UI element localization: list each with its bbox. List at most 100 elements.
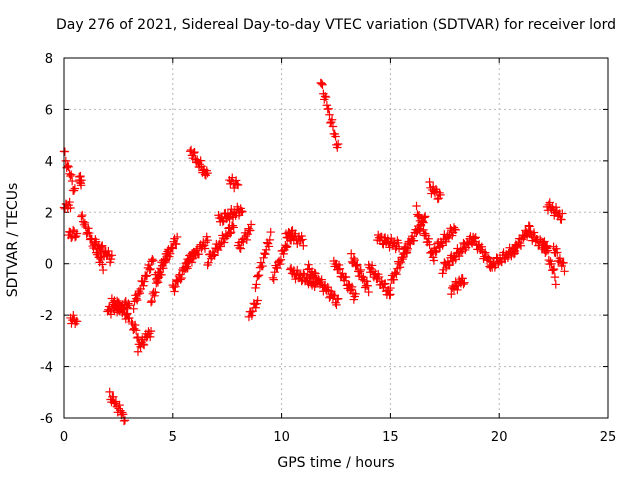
data-point-marker (297, 231, 306, 241)
data-point-marker (540, 237, 549, 246)
data-point-marker (364, 287, 373, 297)
data-point-marker (560, 267, 569, 276)
data-point-marker (118, 305, 128, 314)
data-point-marker (246, 220, 256, 229)
data-point-marker (434, 194, 443, 203)
data-point-marker (106, 254, 116, 264)
data-point-marker (347, 282, 357, 292)
data-point-marker (328, 122, 338, 131)
data-point-marker (412, 201, 421, 211)
data-point-marker (341, 272, 351, 282)
data-point-marker (233, 180, 243, 190)
data-point-marker (425, 240, 434, 249)
data-point-marker (558, 209, 567, 218)
data-point-marker (98, 265, 108, 275)
data-point-marker (85, 228, 94, 238)
data-point-marker (268, 273, 278, 282)
data-point-marker (131, 326, 141, 335)
data-point-marker (254, 270, 264, 280)
data-point-marker (253, 296, 262, 305)
data-point-marker (133, 347, 143, 356)
data-point-marker (296, 236, 305, 245)
data-point-marker (161, 257, 171, 267)
data-point-marker (509, 249, 519, 259)
data-point-marker (97, 242, 106, 251)
data-point-marker (146, 326, 156, 336)
data-point-marker (141, 272, 151, 281)
data-point-marker (135, 288, 145, 298)
data-point-marker (409, 236, 419, 245)
data-point-marker (510, 249, 520, 258)
data-point-marker (451, 255, 460, 264)
data-point-marker (525, 222, 534, 231)
data-point-marker (238, 207, 247, 216)
data-point-marker (105, 258, 115, 267)
data-point-marker (502, 250, 512, 259)
data-point-marker (279, 249, 288, 259)
data-point-marker (557, 215, 566, 224)
data-point-marker (316, 78, 325, 88)
data-point-marker (459, 279, 468, 289)
data-point-marker (72, 317, 82, 326)
data-point-marker (389, 275, 399, 284)
data-point-marker (186, 147, 195, 156)
data-point-marker (78, 217, 88, 226)
data-point-marker (298, 235, 307, 244)
data-point-marker (549, 264, 559, 274)
data-point-marker (548, 265, 558, 275)
data-point-marker (481, 248, 490, 257)
data-point-marker (352, 261, 361, 270)
data-point-marker (132, 295, 142, 305)
data-point-marker (347, 249, 356, 258)
data-point-marker (353, 260, 362, 269)
data-point-marker (349, 295, 359, 304)
x-tick-label: 25 (600, 430, 617, 445)
x-tick-label: 20 (491, 430, 508, 445)
data-point-marker (318, 80, 327, 89)
data-point-marker (152, 274, 161, 284)
data-point-marker (470, 234, 480, 243)
data-point-marker (276, 255, 286, 264)
y-tick-label: 4 (45, 155, 53, 170)
data-point-marker (335, 264, 345, 273)
data-point-marker (447, 231, 457, 240)
data-point-marker (401, 243, 411, 252)
data-point-marker (445, 261, 454, 270)
data-point-marker (209, 250, 218, 259)
data-point-marker (155, 270, 164, 279)
data-point-marker (66, 203, 75, 213)
x-axis-label: GPS time / hours (277, 455, 394, 471)
data-point-marker (471, 233, 480, 242)
data-point-marker (72, 229, 82, 238)
data-point-marker (140, 277, 149, 286)
data-point-marker (259, 253, 268, 262)
data-point-marker (165, 252, 174, 261)
data-point-marker (386, 283, 395, 293)
data-point-marker (274, 256, 284, 266)
data-point-marker (226, 229, 235, 238)
data-point-marker (106, 310, 116, 319)
data-point-marker (355, 267, 365, 276)
data-point-marker (260, 249, 269, 258)
data-point-marker (458, 274, 467, 283)
data-point-marker (524, 221, 533, 230)
data-point-marker (153, 278, 163, 287)
data-point-marker (551, 203, 561, 212)
data-point-marker (392, 270, 401, 279)
plot-border (63, 57, 609, 419)
data-point-marker (456, 244, 466, 253)
data-point-marker (124, 299, 133, 308)
data-point-marker (168, 244, 177, 253)
data-point-marker (320, 92, 330, 101)
data-point-marker (496, 256, 506, 266)
data-point-marker (67, 176, 77, 186)
data-point-marker (76, 171, 85, 181)
data-point-marker (229, 223, 238, 232)
data-point-marker (225, 214, 234, 224)
data-point-marker (299, 241, 308, 250)
data-point-marker (159, 264, 168, 273)
data-point-marker (60, 147, 70, 156)
data-point-marker (129, 304, 138, 313)
data-point-marker (553, 248, 562, 257)
data-point-marker (477, 242, 486, 251)
